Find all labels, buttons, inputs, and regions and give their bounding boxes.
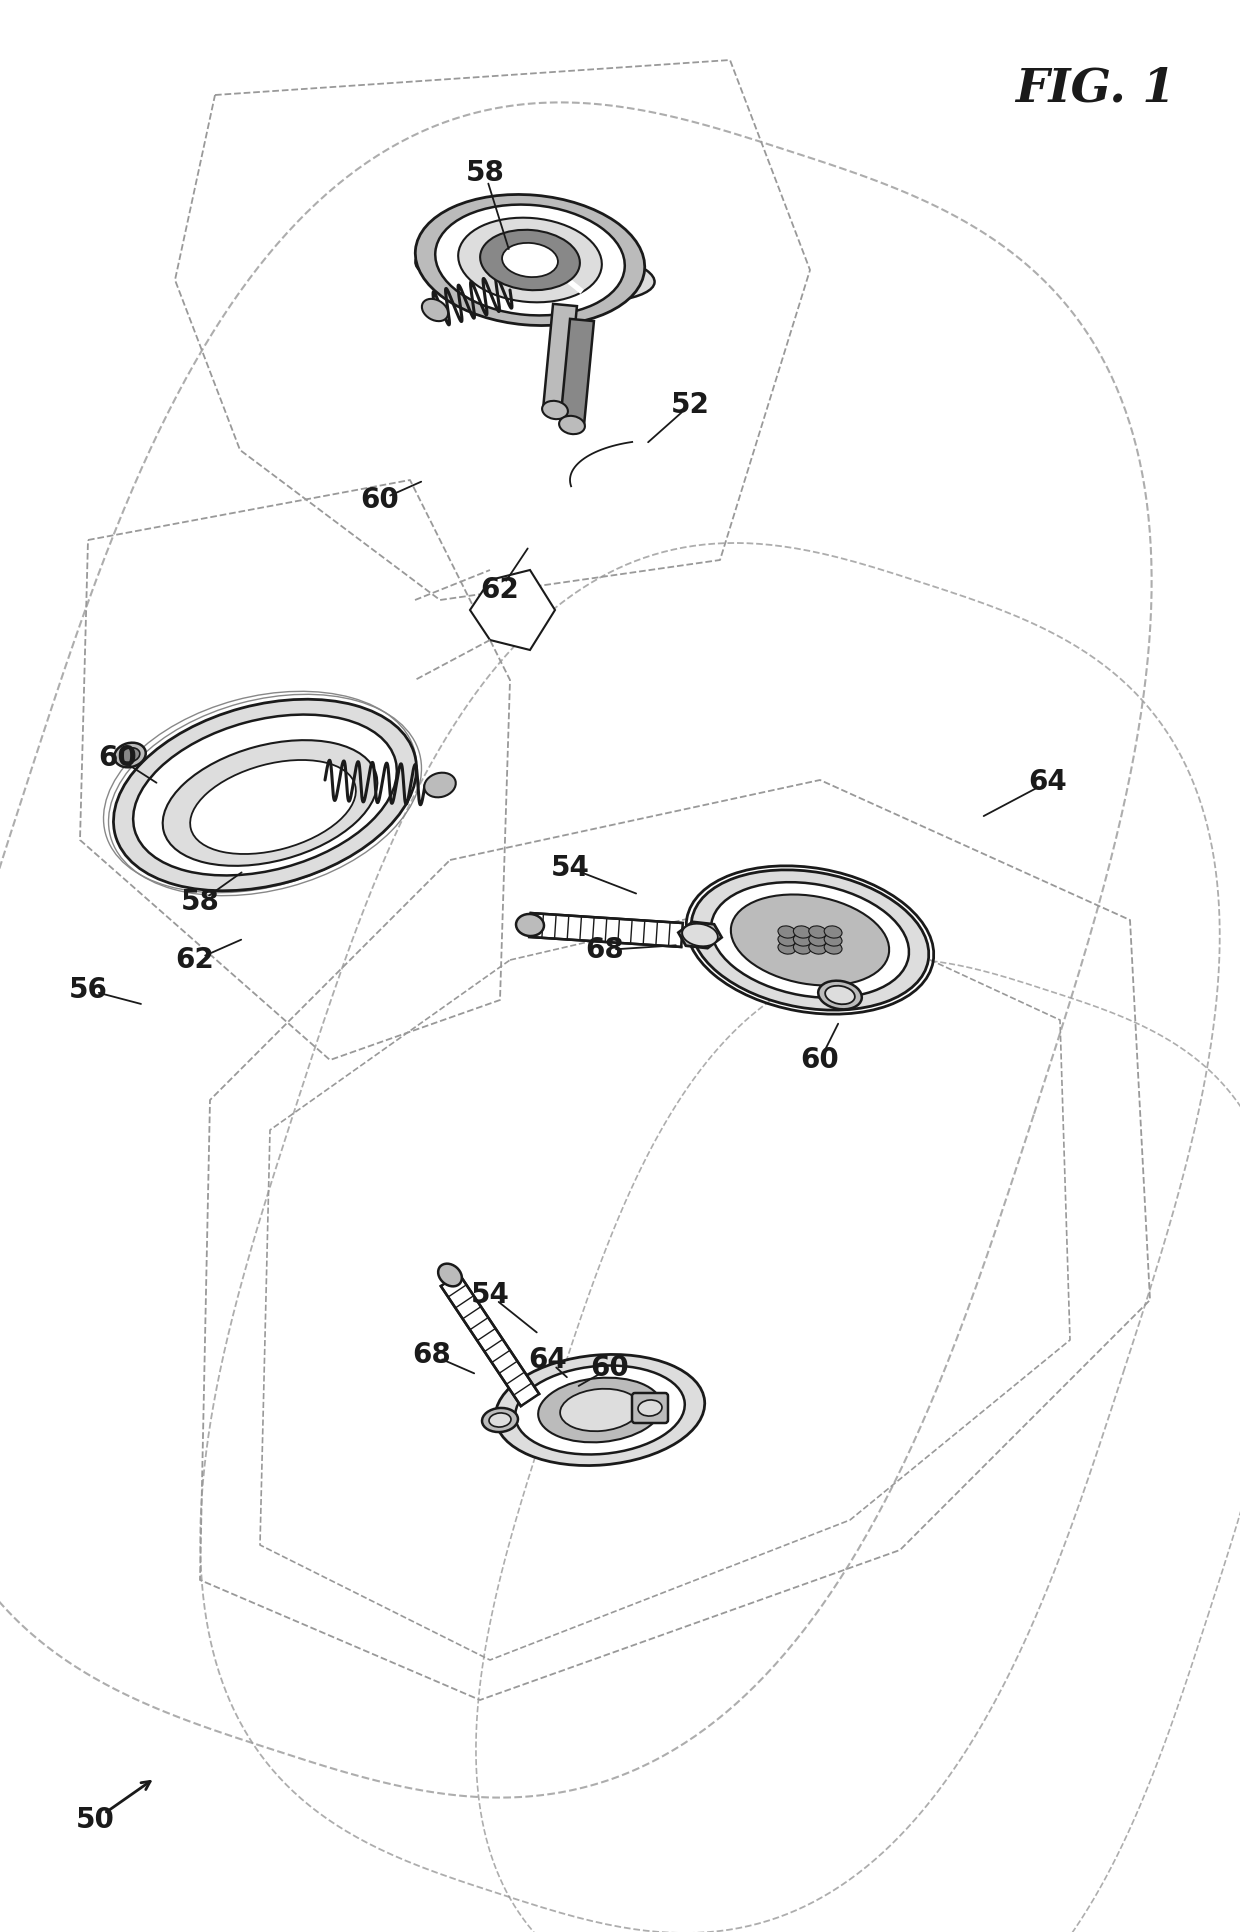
Ellipse shape <box>415 240 655 303</box>
Ellipse shape <box>480 230 580 290</box>
Ellipse shape <box>495 1354 704 1466</box>
Ellipse shape <box>808 933 827 947</box>
Polygon shape <box>678 922 722 949</box>
Text: 64: 64 <box>528 1347 568 1374</box>
Text: 58: 58 <box>181 889 219 916</box>
Ellipse shape <box>542 400 568 419</box>
Ellipse shape <box>435 205 625 315</box>
Ellipse shape <box>502 243 558 276</box>
Ellipse shape <box>794 925 811 939</box>
Ellipse shape <box>489 1412 511 1428</box>
Polygon shape <box>529 914 683 947</box>
Ellipse shape <box>825 943 842 954</box>
Ellipse shape <box>516 914 544 935</box>
Ellipse shape <box>777 943 796 954</box>
Ellipse shape <box>825 985 854 1005</box>
Text: 56: 56 <box>68 976 108 1005</box>
Ellipse shape <box>808 943 827 954</box>
Text: 60: 60 <box>801 1045 839 1074</box>
Ellipse shape <box>415 195 645 325</box>
Ellipse shape <box>538 1378 662 1443</box>
Ellipse shape <box>818 981 862 1009</box>
Text: 60: 60 <box>361 487 399 514</box>
Text: 68: 68 <box>585 935 625 964</box>
Text: 62: 62 <box>481 576 520 605</box>
Ellipse shape <box>114 742 146 767</box>
Ellipse shape <box>482 1408 518 1432</box>
Ellipse shape <box>190 759 356 854</box>
Text: 58: 58 <box>465 158 505 187</box>
Ellipse shape <box>560 1389 640 1432</box>
Ellipse shape <box>559 415 585 435</box>
Text: 68: 68 <box>413 1341 451 1370</box>
Polygon shape <box>441 1273 539 1406</box>
Ellipse shape <box>730 895 889 985</box>
Ellipse shape <box>794 933 811 947</box>
FancyBboxPatch shape <box>632 1393 668 1424</box>
Ellipse shape <box>133 715 397 875</box>
Ellipse shape <box>424 773 456 798</box>
Text: 52: 52 <box>671 390 709 419</box>
Text: 60: 60 <box>590 1354 630 1381</box>
Ellipse shape <box>777 933 796 947</box>
Ellipse shape <box>459 218 601 301</box>
Polygon shape <box>560 319 594 427</box>
Ellipse shape <box>639 1401 662 1416</box>
Text: 64: 64 <box>1029 769 1068 796</box>
Text: 50: 50 <box>76 1806 114 1833</box>
Ellipse shape <box>825 925 842 939</box>
Ellipse shape <box>808 925 827 939</box>
Ellipse shape <box>794 943 811 954</box>
Text: FIG. 1: FIG. 1 <box>1014 66 1176 110</box>
Ellipse shape <box>682 923 718 947</box>
Ellipse shape <box>114 699 417 891</box>
Ellipse shape <box>711 883 909 997</box>
Ellipse shape <box>162 740 377 866</box>
Ellipse shape <box>438 1264 461 1287</box>
Text: 54: 54 <box>551 854 589 883</box>
Ellipse shape <box>691 869 929 1010</box>
Polygon shape <box>470 570 556 649</box>
Ellipse shape <box>825 933 842 947</box>
Ellipse shape <box>435 247 635 298</box>
Text: 60: 60 <box>99 744 138 773</box>
Ellipse shape <box>422 299 448 321</box>
Text: 62: 62 <box>176 947 215 974</box>
Ellipse shape <box>120 748 140 763</box>
Ellipse shape <box>516 1366 684 1455</box>
Polygon shape <box>543 303 577 412</box>
Text: 54: 54 <box>470 1281 510 1310</box>
Ellipse shape <box>777 925 796 939</box>
